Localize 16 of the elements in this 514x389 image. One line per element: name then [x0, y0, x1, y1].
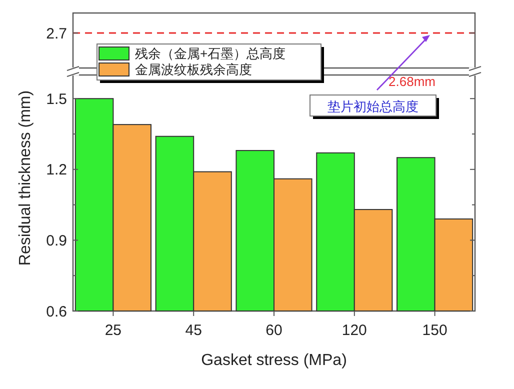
- y-tick-label: 1.2: [46, 162, 67, 179]
- x-axis-title: Gasket stress (MPa): [201, 352, 347, 369]
- text: 2.7: [46, 25, 67, 42]
- annotation: 垫片初始总高度: [328, 99, 418, 114]
- x-tick-label: 120: [342, 322, 367, 339]
- x-tick-label: 45: [185, 322, 202, 339]
- x-tick-label: 150: [422, 322, 448, 339]
- x-tick-label: 60: [266, 322, 282, 339]
- x-tick-label: 25: [104, 322, 122, 339]
- legend-label: 残余（金属+石墨）总高度: [135, 46, 286, 61]
- legend-label: 金属波纹板残余高度: [135, 62, 252, 77]
- y-tick-label: 1.5: [46, 90, 67, 108]
- annotation: 2.68mm: [388, 74, 436, 89]
- y-tick-label: 0.6: [46, 303, 67, 320]
- y-tick-label: 0.9: [46, 232, 67, 250]
- y-axis-title: Residual thickness (mm): [17, 90, 34, 266]
